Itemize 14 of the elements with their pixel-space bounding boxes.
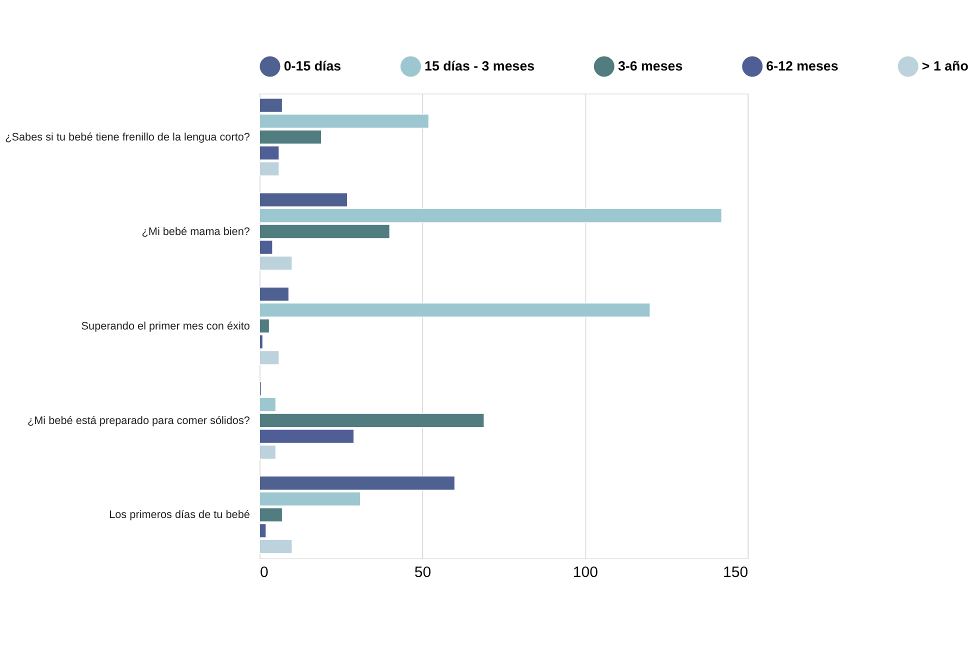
legend-label: 3-6 meses	[618, 58, 683, 74]
x-tick-label: 150	[723, 564, 748, 582]
x-tick-label: 0	[260, 564, 268, 582]
y-tick-label: ¿Sabes si tu bebé tiene frenillo de la lengua corto?	[5, 131, 250, 144]
legend-label: 15 días - 3 meses	[424, 58, 535, 74]
x-tick-label: 50	[414, 564, 432, 582]
y-tick-label: Superando el primer mes con éxito	[81, 320, 250, 332]
legend-label: 0-15 días	[284, 58, 342, 74]
legend-label: > 1 año	[922, 58, 968, 74]
y-tick-label: ¿Mi bebé mama bien?	[142, 226, 250, 238]
y-tick-label: ¿Mi bebé está preparado para comer sólidos?	[27, 414, 250, 427]
y-tick-label: Los primeros días de tu bebé	[109, 509, 250, 522]
legend-label: 6-12 meses	[766, 58, 838, 74]
x-tick-label: 100	[572, 564, 598, 582]
